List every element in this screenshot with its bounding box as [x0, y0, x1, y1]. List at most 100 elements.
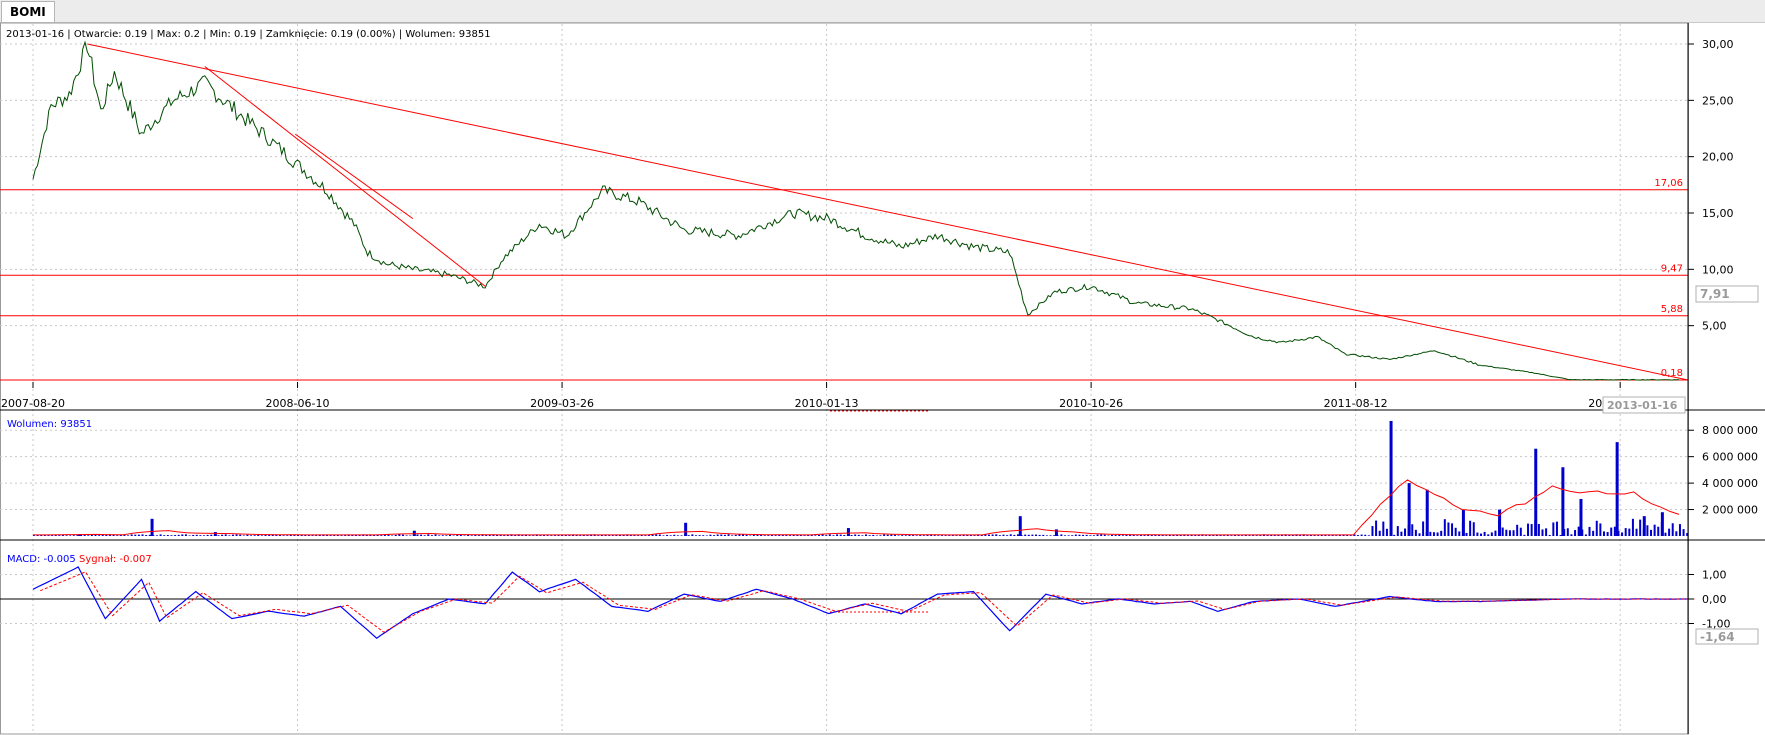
volume-bar	[33, 535, 35, 536]
tab-bomi[interactable]: BOMI	[1, 1, 55, 22]
volume-bar	[1317, 535, 1320, 536]
volume-bar	[1675, 531, 1678, 536]
date-badge: 2013-01-16	[1607, 399, 1678, 412]
volume-bar	[1139, 534, 1142, 536]
volume-bar	[633, 535, 636, 536]
volume-bar	[98, 535, 101, 536]
volume-bar	[206, 534, 209, 536]
volume-bar	[155, 535, 158, 536]
volume-bar	[1505, 529, 1508, 536]
volume-bar	[756, 534, 759, 536]
volume-bar	[1479, 533, 1482, 536]
volume-bar	[1335, 535, 1338, 536]
volume-bar	[1313, 535, 1316, 536]
volume-bar	[83, 534, 86, 536]
volume-bar	[159, 534, 162, 536]
volume-bar	[416, 534, 419, 536]
volume-bar	[1082, 534, 1085, 536]
volume-bar	[1252, 535, 1255, 536]
volume-bar	[1063, 535, 1066, 536]
volume-bar	[470, 535, 473, 536]
volume-bar	[391, 535, 394, 536]
volume-bar	[691, 534, 694, 536]
volume-bar	[307, 534, 310, 536]
volume-bar	[163, 535, 166, 536]
volume-bar	[351, 534, 354, 536]
volume-bar	[1584, 534, 1587, 536]
volume-bar	[825, 535, 828, 536]
volume-bar	[1035, 534, 1038, 536]
macd-panel	[32, 566, 1696, 639]
volume-bar	[742, 534, 745, 536]
volume-bar	[1411, 524, 1414, 536]
volume-bar	[1602, 531, 1605, 536]
volume-bar	[456, 535, 459, 536]
volume-bar	[680, 535, 683, 536]
volume-bar	[1045, 535, 1048, 536]
volume-bar	[101, 534, 104, 536]
volume-bar	[1360, 534, 1363, 536]
volume-bar	[1577, 526, 1580, 536]
volume-bar	[1501, 527, 1504, 536]
date-badge-box	[1602, 396, 1686, 414]
signal-label: Sygnał: -0.007	[79, 554, 152, 565]
volume-bar	[1364, 534, 1367, 536]
volume-spike-bar	[1054, 529, 1058, 536]
volume-spike-bar	[1018, 516, 1022, 536]
volume-bar	[1668, 528, 1671, 536]
volume-bar	[231, 534, 234, 536]
volume-bar	[1555, 521, 1558, 536]
volume-bar	[1223, 535, 1226, 536]
volume-bar	[619, 534, 622, 536]
volume-bar	[1653, 524, 1656, 536]
volume-bar	[1552, 522, 1555, 536]
volume-bar	[496, 534, 499, 536]
volume-bar	[423, 535, 426, 536]
volume-bar	[438, 535, 441, 536]
volume-bar	[119, 534, 122, 536]
volume-bar	[662, 535, 665, 536]
volume-bar	[192, 534, 195, 536]
volume-spike-bar	[1660, 512, 1664, 536]
volume-bar	[1440, 530, 1443, 536]
volume-bar	[170, 535, 173, 536]
volume-bar	[1349, 535, 1352, 536]
volume-bar	[1548, 534, 1551, 536]
volume-bar	[890, 534, 893, 536]
volume-bar	[449, 534, 452, 536]
volume-bar	[1414, 529, 1417, 536]
volume-bar	[651, 534, 654, 536]
volume-bar	[58, 535, 61, 536]
volume-bar	[550, 535, 553, 536]
volume-bar	[1631, 518, 1634, 536]
volume-bar	[1621, 532, 1624, 536]
volume-bar	[539, 535, 542, 536]
volume-moving-average	[33, 479, 1680, 536]
volume-bar	[857, 534, 860, 536]
volume-bar	[995, 534, 998, 536]
volume-bar	[467, 534, 470, 536]
price-panel: 17,06 9,47 5,88 0,18	[0, 40, 1689, 613]
volume-bar	[141, 534, 144, 536]
volume-bar	[1527, 523, 1530, 536]
macd-y-tick-label: 1,00	[1702, 569, 1727, 582]
volume-bar	[1165, 535, 1168, 536]
volume-bar	[1346, 534, 1349, 536]
volume-bar	[1089, 535, 1092, 536]
volume-bar	[1396, 526, 1399, 536]
volume-y-tick-label: 6 000 000	[1702, 451, 1758, 464]
volume-label: Wolumen: 93851	[7, 419, 92, 430]
volume-bar	[637, 535, 640, 536]
volume-bar	[875, 535, 878, 536]
volume-bar	[203, 535, 206, 536]
volume-bar	[503, 535, 506, 536]
volume-bar	[922, 535, 925, 536]
volume-bar	[1599, 523, 1602, 536]
volume-bar	[1150, 534, 1153, 536]
volume-bar	[919, 535, 922, 536]
volume-bar	[966, 534, 969, 536]
volume-bar	[311, 535, 314, 536]
volume-bar	[687, 535, 690, 536]
volume-spike-bar	[1534, 448, 1538, 536]
volume-bar	[1512, 530, 1515, 536]
